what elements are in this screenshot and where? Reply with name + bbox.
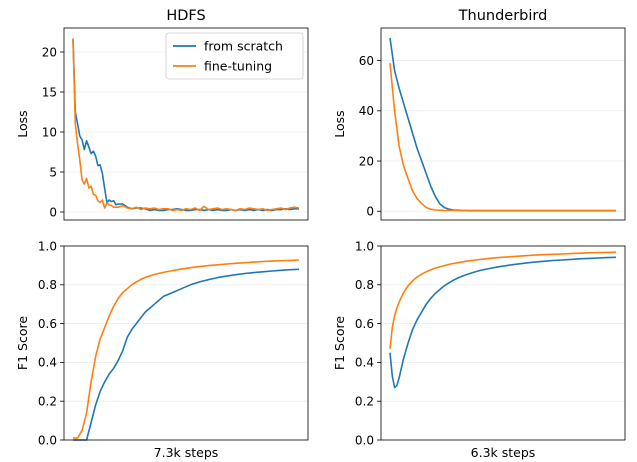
- series-line-from-scratch: [73, 268, 300, 441]
- y-tick-label: 60: [359, 54, 374, 68]
- legend-box: [165, 32, 304, 80]
- y-tick-label: 0.4: [355, 356, 374, 370]
- axes-frame: [380, 27, 626, 221]
- series-line-from-scratch: [389, 256, 617, 389]
- y-tick-label: 20: [42, 45, 57, 59]
- y-tick-label: 0.6: [355, 317, 374, 331]
- panel-thunderbird-f1: 0.0 0.2 0.4 0.6 0.8 1.0 6.3k steps F1 Score: [332, 239, 626, 460]
- series-line-fine-tuning: [72, 38, 300, 212]
- series-line-fine-tuning: [389, 63, 616, 212]
- y-tick-label: 20: [359, 154, 374, 168]
- panel-hdfs-f1: 0.0 0.2 0.4 0.6 0.8 1.0 7.3k steps F1 Score: [15, 239, 309, 460]
- y-tick-label: 0.4: [38, 356, 57, 370]
- y-tick-label: 0.0: [355, 433, 374, 447]
- y-axis-label: Loss: [15, 110, 30, 137]
- y-tick-label: 0.8: [355, 278, 374, 292]
- chart-title: HDFS: [166, 8, 205, 24]
- axes-frame: [63, 27, 309, 221]
- y-tick-label: 15: [42, 85, 57, 99]
- x-axis-label: 7.3k steps: [154, 445, 219, 460]
- axes-frame: [63, 245, 309, 441]
- legend-entry: from scratch: [204, 39, 283, 54]
- y-tick-label: 1.0: [355, 239, 374, 253]
- series-line-fine-tuning: [73, 259, 300, 439]
- x-axis-label: 6.3k steps: [471, 445, 536, 460]
- y-tick-label: 0.0: [38, 433, 57, 447]
- axes-frame: [380, 245, 626, 441]
- series-line-fine-tuning: [389, 251, 617, 349]
- y-tick-label: 5: [49, 165, 57, 179]
- panel-thunderbird-loss: 0 20 40 60 Thunderbird Loss: [332, 8, 626, 221]
- y-tick-label: 0: [366, 205, 374, 219]
- y-tick-label: 0: [49, 205, 57, 219]
- legend-entry: fine-tuning: [204, 59, 272, 74]
- y-tick-label: 0.2: [355, 395, 374, 409]
- y-tick-label: 40: [359, 104, 374, 118]
- y-tick-label: 0.2: [38, 395, 57, 409]
- y-tick-label: 0.6: [38, 317, 57, 331]
- legend: from scratch fine-tuning: [165, 32, 304, 80]
- y-axis-label: F1 Score: [332, 316, 347, 370]
- y-tick-label: 10: [42, 125, 57, 139]
- chart-title: Thunderbird: [458, 8, 548, 24]
- series-line-from-scratch: [389, 37, 616, 212]
- y-tick-label: 0.8: [38, 278, 57, 292]
- y-axis-label: Loss: [332, 110, 347, 137]
- y-tick-label: 1.0: [38, 239, 57, 253]
- series-line-from-scratch: [72, 39, 299, 212]
- y-axis-label: F1 Score: [15, 316, 30, 370]
